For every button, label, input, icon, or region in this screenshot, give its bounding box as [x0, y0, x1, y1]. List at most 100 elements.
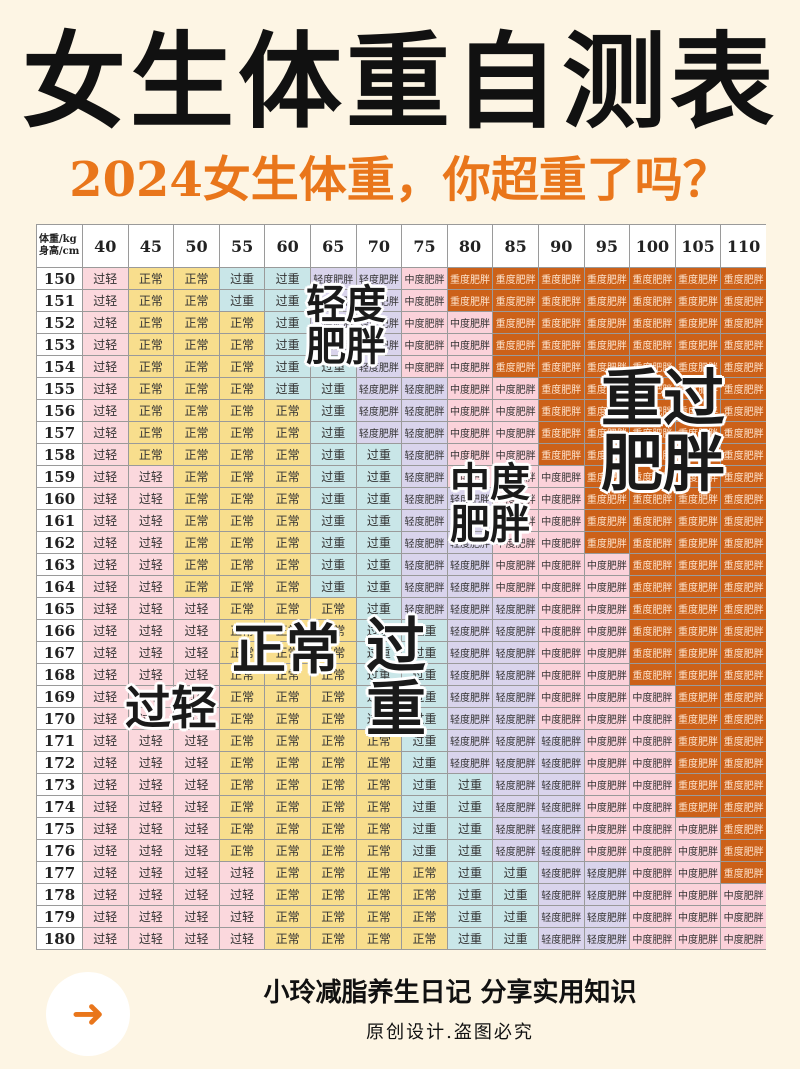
table-cell: 重度肥胖: [629, 289, 676, 312]
table-cell: 过重: [401, 751, 448, 774]
table-cell: 正常: [264, 597, 311, 620]
table-cell: 正常: [218, 751, 266, 774]
table-cell: 过轻: [82, 795, 129, 818]
table-cell: 轻度肥胖: [537, 817, 585, 840]
table-cell: 中度肥胖: [537, 619, 585, 642]
table-cell: 过轻: [173, 663, 220, 686]
weight-header: 70: [355, 224, 403, 268]
weight-header: 90: [537, 224, 585, 268]
table-cell: 正常: [264, 839, 311, 862]
corner-height-label: 身高/cm: [39, 246, 80, 257]
table-cell: 轻度肥胖: [401, 509, 448, 532]
table-cell: 中度肥胖: [492, 487, 539, 510]
table-cell: 中度肥胖: [401, 333, 448, 356]
table-cell: 过轻: [82, 531, 129, 554]
table-cell: 重度肥胖: [629, 267, 676, 290]
table-cell: 正常: [355, 817, 403, 840]
table-cell: 正常: [264, 707, 311, 730]
table-cell: 过轻: [82, 509, 129, 532]
height-header: 162: [36, 531, 83, 554]
table-cell: 轻度肥胖: [446, 641, 494, 664]
table-cell: 轻度肥胖: [446, 751, 494, 774]
table-cell: 重度肥胖: [537, 289, 585, 312]
height-header: 169: [36, 685, 83, 708]
table-cell: 过重: [309, 531, 357, 554]
table-cell: 过重: [401, 641, 448, 664]
table-cell: 正常: [264, 465, 311, 488]
table-cell: 过重: [264, 377, 311, 400]
table-cell: 过轻: [218, 883, 266, 906]
table-cell: 正常: [218, 641, 266, 664]
table-cell: 中度肥胖: [401, 311, 448, 334]
table-cell: 正常: [218, 817, 266, 840]
table-cell: 过轻: [173, 641, 220, 664]
table-cell: 正常: [309, 729, 357, 752]
table-cell: 正常: [355, 773, 403, 796]
table-cell: 正常: [127, 421, 175, 444]
table-row: 168 过轻 过轻 过轻 正常 正常 正常 过重 过重 轻度肥胖 轻度肥胖 中度肥胖 中度肥胖 重度肥胖重…: [36, 663, 766, 686]
table-cell: 过重: [309, 575, 357, 598]
table-cell: 轻度肥胖: [309, 311, 357, 334]
table-cell: 过轻: [82, 927, 129, 950]
table-cell: 正常: [218, 575, 266, 598]
weight-header: 65: [309, 224, 357, 268]
table-cell: 正常: [173, 421, 220, 444]
table-cell: 重度肥胖: [674, 553, 722, 576]
table-cell: 轻度肥胖: [492, 685, 539, 708]
table-cell: 正常: [355, 795, 403, 818]
arrow-right-icon[interactable]: ➜: [46, 972, 130, 1056]
table-cell: 中度肥胖: [537, 509, 585, 532]
table-cell: 过重: [492, 883, 539, 906]
table-cell: 中度肥胖: [583, 553, 631, 576]
table-cell: 中度肥胖: [537, 641, 585, 664]
table-cell: 过重: [309, 465, 357, 488]
table-cell: 过轻: [82, 465, 129, 488]
table-cell: 重度肥胖: [720, 443, 766, 466]
table-cell: 正常: [127, 443, 175, 466]
table-cell: 重度肥胖: [674, 685, 722, 708]
table-cell: 中度肥胖: [629, 839, 676, 862]
table-cell: 正常: [218, 487, 266, 510]
table-cell: 中度肥胖: [629, 927, 676, 950]
table-cell: 中度肥胖: [583, 619, 631, 642]
table-cell: 轻度肥胖: [537, 927, 585, 950]
table-cell: 过轻: [82, 575, 129, 598]
table-cell: 中度肥胖: [720, 927, 766, 950]
table-cell: 过重: [264, 355, 311, 378]
table-cell: 正常: [264, 817, 311, 840]
table-cell: 过轻: [173, 597, 220, 620]
weight-header: 95: [583, 224, 631, 268]
table-cell: 过重: [264, 311, 311, 334]
table-cell: 重度肥胖: [674, 531, 722, 554]
table-cell: 中度肥胖: [537, 663, 585, 686]
table-cell: 过轻: [127, 751, 175, 774]
table-row: 164 过轻 过轻 正常 正常 正常 过重 过重 轻度肥胖 轻度肥胖 中度肥胖 中度肥胖 中度肥胖 重度肥…: [36, 575, 766, 598]
table-cell: 过重: [309, 553, 357, 576]
table-cell: 过轻: [173, 773, 220, 796]
weight-header: 40: [82, 224, 129, 268]
table-cell: 重度肥胖: [674, 443, 722, 466]
table-cell: 正常: [173, 333, 220, 356]
table-cell: 正常: [173, 575, 220, 598]
table-cell: 正常: [264, 399, 311, 422]
table-cell: 过轻: [82, 421, 129, 444]
table-cell: 轻度肥胖: [446, 619, 494, 642]
table-cell: 轻度肥胖: [583, 861, 631, 884]
table-cell: 重度肥胖: [720, 619, 766, 642]
table-cell: 正常: [218, 795, 266, 818]
table-cell: 正常: [309, 927, 357, 950]
label-severe-obese: 重过 肥胖: [600, 362, 725, 501]
page-subtitle: 2024女生体重，你超重了吗？: [69, 152, 731, 208]
table-cell: 过重: [355, 707, 403, 730]
table-cell: 正常: [401, 861, 448, 884]
table-cell: 正常: [127, 399, 175, 422]
table-cell: 重度肥胖: [629, 509, 676, 532]
table-cell: 轻度肥胖: [492, 597, 539, 620]
height-header: 171: [36, 729, 83, 752]
table-cell: 正常: [401, 927, 448, 950]
table-row: 171 过轻 过轻 过轻 正常 正常 正常 正常 过重 轻度肥胖 轻度肥胖 轻度肥胖 中度肥胖 中度肥胖重…: [36, 729, 766, 752]
table-cell: 过轻: [82, 619, 129, 642]
table-cell: 正常: [309, 641, 357, 664]
table-cell: 重度肥胖: [583, 311, 631, 334]
table-cell: 正常: [173, 553, 220, 576]
